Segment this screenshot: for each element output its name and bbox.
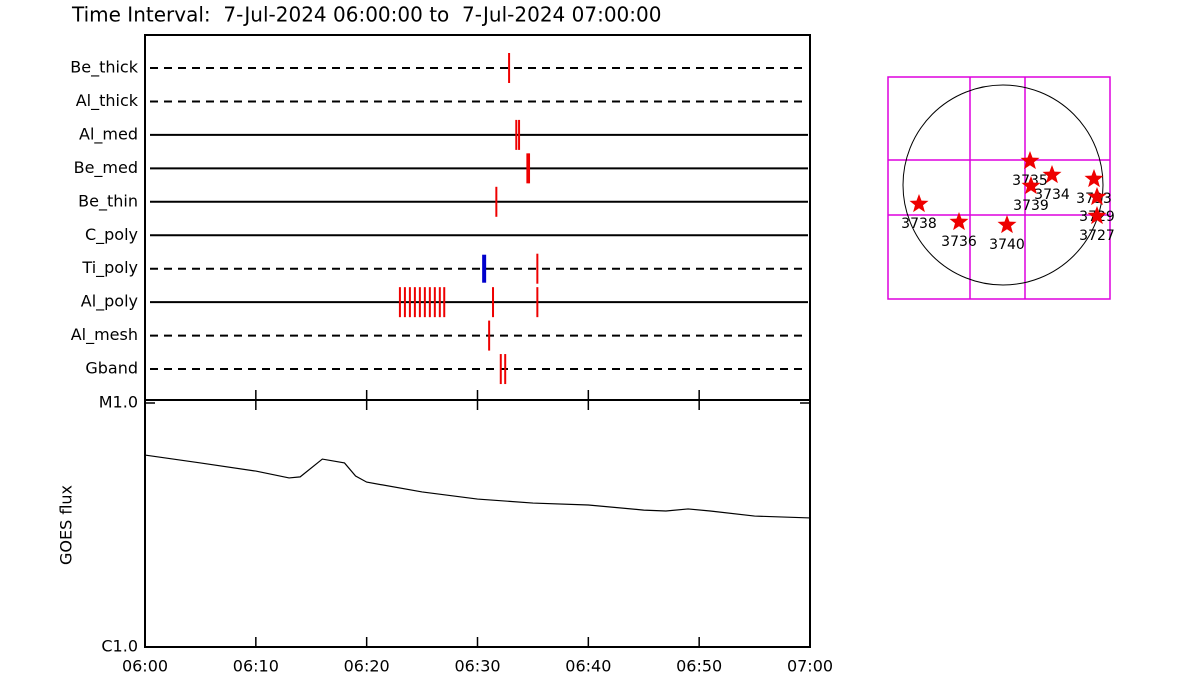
region-star (997, 215, 1017, 234)
channel-label: Al_med (79, 124, 138, 144)
region-label: 3727 (1079, 228, 1115, 244)
region-star (1042, 165, 1062, 184)
map-frame (887, 76, 1111, 300)
region-label: 3739 (1013, 198, 1049, 214)
x-tick-label: 06:20 (344, 657, 390, 676)
region-label: 3740 (989, 237, 1025, 253)
x-tick-label: 06:00 (122, 657, 168, 676)
solar-limb (902, 84, 1104, 286)
x-tick-label: 06:30 (454, 657, 500, 676)
timeline-frame (144, 34, 811, 401)
region-star (1087, 187, 1107, 206)
y-tick-label: M1.0 (99, 393, 138, 412)
x-tick-label: 06:40 (565, 657, 611, 676)
x-tick-label: 07:00 (787, 657, 833, 676)
x-tick-label: 06:10 (233, 657, 279, 676)
region-star (1084, 169, 1104, 188)
channel-label: Be_med (74, 158, 138, 178)
channel-label: Al_thick (76, 91, 139, 111)
region-star (949, 212, 969, 231)
y-axis-label: GOES flux (57, 485, 76, 565)
y-tick-label: C1.0 (101, 637, 138, 656)
channel-label: Be_thin (78, 191, 138, 211)
chart-title: Time Interval: 7-Jul-2024 06:00:00 to 7-… (71, 3, 661, 27)
channel-label: Al_mesh (71, 325, 138, 345)
goes-curve (144, 454, 811, 519)
channel-label: C_poly (85, 225, 138, 245)
region-star (1087, 206, 1107, 225)
x-tick-label: 06:50 (676, 657, 722, 676)
region-star (1020, 151, 1040, 170)
channel-label: Gband (85, 359, 138, 378)
region-label: 3734 (1034, 187, 1070, 203)
channel-label: Be_thick (70, 58, 138, 78)
region-star (909, 194, 929, 213)
goes-frame (144, 399, 811, 648)
region-label: 3738 (901, 216, 937, 232)
region-star (1021, 176, 1041, 195)
region-label: 3736 (941, 234, 977, 250)
channel-label: Ti_poly (81, 258, 138, 278)
channel-label: Al_poly (81, 292, 138, 312)
